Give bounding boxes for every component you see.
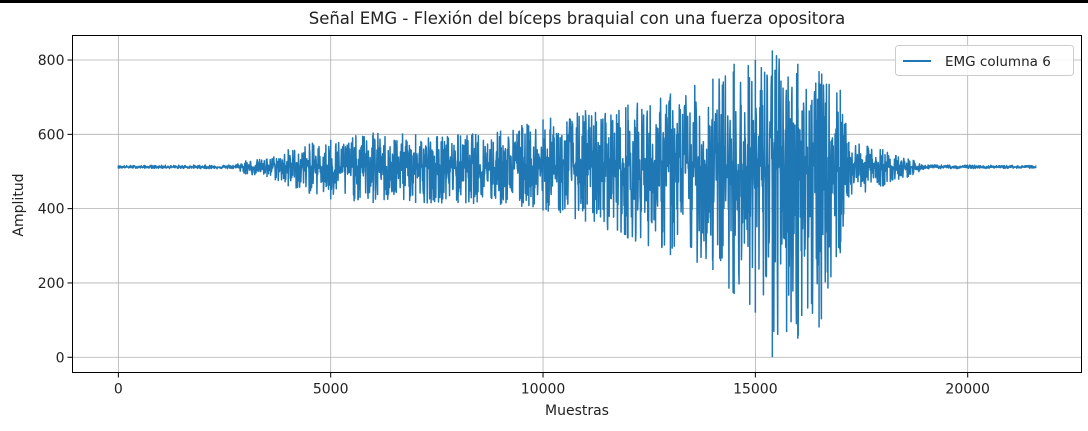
x-tick-label: 20000 <box>945 382 990 398</box>
top-border <box>0 0 1088 3</box>
legend-box <box>895 45 1074 76</box>
legend-label: EMG columna 6 <box>945 54 1051 70</box>
x-ticks: 0 5000 10000 15000 20000 <box>114 372 990 398</box>
x-axis-label: Muestras <box>545 403 609 419</box>
y-tick-label: 200 <box>38 276 65 292</box>
y-tick-label: 800 <box>38 53 65 69</box>
y-ticks: 0 200 400 600 800 <box>38 53 73 366</box>
series-group <box>117 50 1037 358</box>
x-tick-label: 5000 <box>313 382 349 398</box>
y-tick-label: 0 <box>56 350 65 366</box>
y-tick-label: 400 <box>38 202 65 218</box>
x-tick-label: 10000 <box>521 382 566 398</box>
y-axis-label: Amplitud <box>11 173 27 236</box>
emg-series-line <box>117 55 1037 336</box>
chart-title: Señal EMG - Flexión del bíceps braquial … <box>309 9 846 28</box>
grid <box>72 35 1082 373</box>
x-tick-label: 0 <box>114 382 123 398</box>
plot-frame <box>72 35 1082 373</box>
x-tick-label: 15000 <box>733 382 778 398</box>
legend: EMG columna 6 <box>895 45 1074 76</box>
y-tick-label: 600 <box>38 127 65 143</box>
